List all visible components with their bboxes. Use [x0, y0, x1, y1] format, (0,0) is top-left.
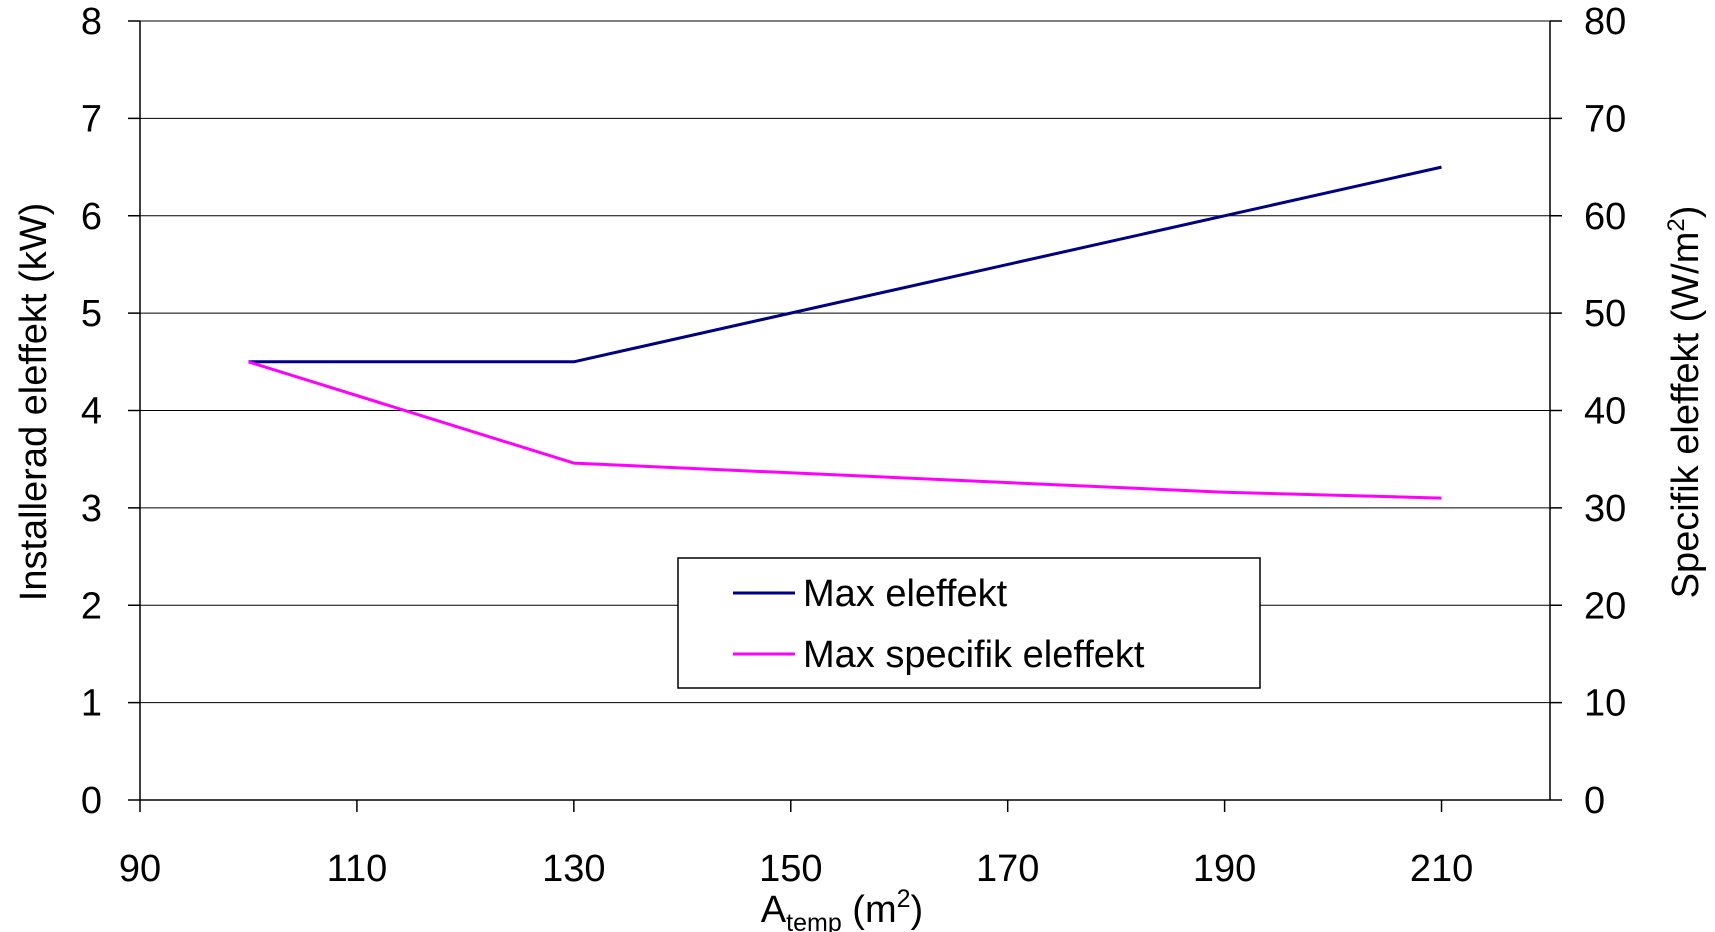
x-tick-label: 110: [327, 848, 388, 890]
y-axis-right-label-sup: 2: [1663, 218, 1690, 231]
legend-label-max-eleffekt: Max eleffekt: [803, 573, 1008, 615]
y-left-tick-label: 2: [81, 585, 102, 627]
y-right-tick-label: 60: [1584, 196, 1626, 238]
y-right-tick-label: 80: [1584, 1, 1626, 43]
y-left-tick-label: 6: [81, 196, 102, 238]
x-axis-label-base: A: [761, 889, 787, 931]
x-tick-label: 190: [1193, 848, 1256, 890]
y-right-tick-label: 40: [1584, 391, 1626, 433]
y-axis-right-label-close: ): [1665, 206, 1707, 219]
y-left-tick-label: 1: [81, 683, 102, 725]
y-left-tick-label: 4: [81, 391, 102, 433]
y-left-tick-label: 7: [81, 98, 102, 140]
y-right-tick-label: 50: [1584, 293, 1626, 335]
y-right-tick-label: 20: [1584, 585, 1626, 627]
series-lines: [248, 165, 1442, 500]
y-right-tick-label: 0: [1584, 780, 1605, 822]
x-tick-label: 150: [759, 848, 822, 890]
x-tick-label: 170: [976, 848, 1039, 890]
y-axis-left-label: Installerad eleffekt (kW): [13, 203, 55, 601]
series-line-max-specifik-eleffekt: [248, 360, 1442, 500]
y-left-tick-label: 8: [81, 1, 102, 43]
y-left-tick-label: 5: [81, 293, 102, 335]
x-axis-label-close: ): [911, 889, 924, 931]
series-line-max-eleffekt: [248, 165, 1442, 364]
legend-label-max-specifik-eleffekt: Max specifik eleffekt: [803, 634, 1145, 676]
y-left-tick-label: 0: [81, 780, 102, 822]
x-axis-label: Atemp (m2): [761, 885, 923, 932]
y-left-tick-label: 3: [81, 488, 102, 530]
y-axis-right-label: Specifik eleffekt (W/m2): [1663, 206, 1707, 599]
x-tick-label: 210: [1410, 848, 1473, 890]
legend: Max eleffekt Max specifik eleffekt: [677, 557, 1261, 689]
y-axis-right-label-main: Specifik eleffekt (W/m: [1665, 232, 1707, 599]
x-axis-label-sup: 2: [897, 885, 911, 913]
x-axis-label-sub: temp: [786, 909, 842, 932]
y-right-tick-label: 30: [1584, 488, 1626, 530]
x-tick-label: 130: [542, 848, 605, 890]
x-axis-label-unit: (m: [842, 889, 897, 931]
x-tick-label: 90: [119, 848, 161, 890]
legend-box: [677, 557, 1261, 689]
axes: [128, 20, 1562, 812]
grid-lines: [140, 20, 1550, 704]
y-right-tick-label: 70: [1584, 98, 1626, 140]
y-right-tick-label: 10: [1584, 683, 1626, 725]
